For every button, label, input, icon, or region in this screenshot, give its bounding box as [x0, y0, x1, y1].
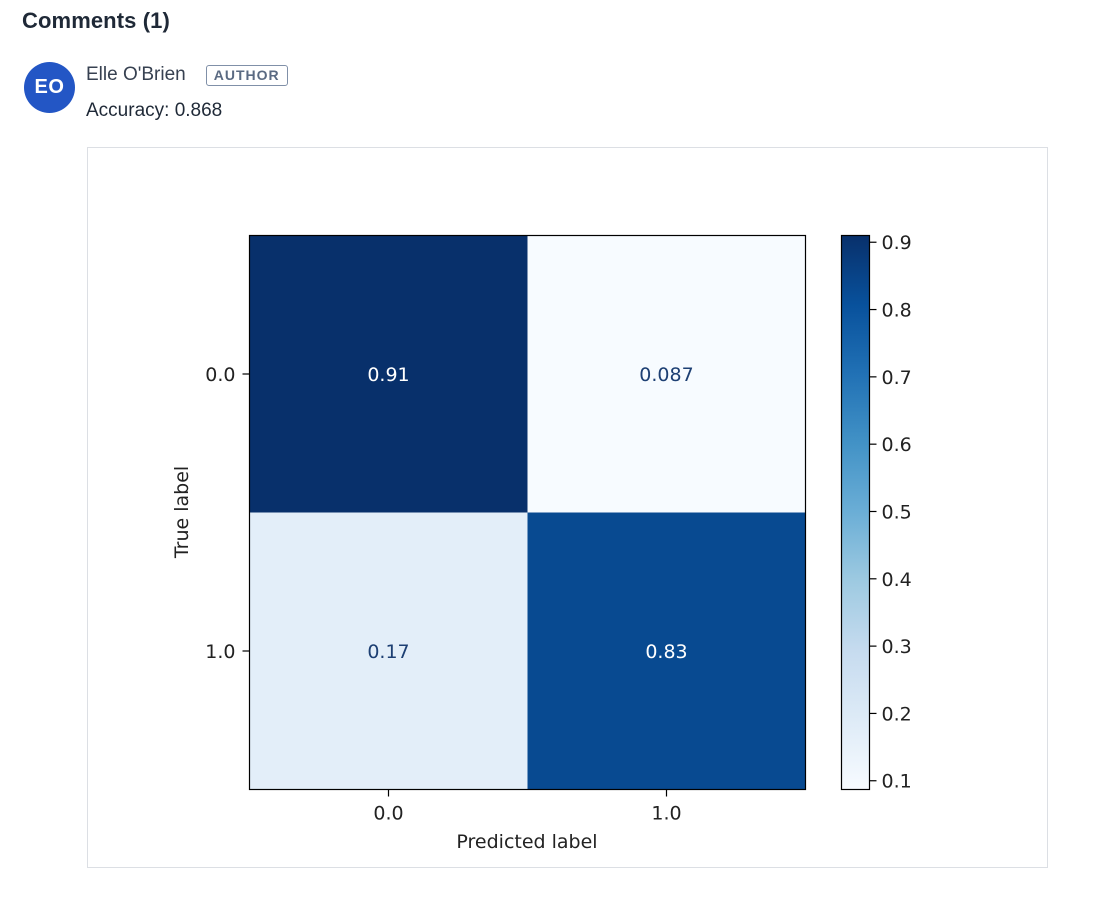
y-tick-label: 0.0 [205, 364, 235, 386]
colorbar [840, 234, 871, 791]
comments-heading: Comments (1) [22, 8, 170, 33]
colorbar-tick-label: 0.1 [882, 771, 912, 793]
colorbar-tick-label: 0.3 [882, 636, 912, 658]
confusion-matrix-chart: 0.91 0.087 0.17 0.83 0.0 1.0 0.0 1.0 Predicted… [171, 232, 912, 853]
colorbar-tick-label: 0.6 [882, 434, 912, 456]
cell-value-label: 0.087 [639, 364, 693, 386]
heatmap-ticks: 0.0 1.0 0.0 1.0 [205, 364, 681, 825]
author-badge: AUTHOR [205, 64, 288, 86]
cell-value-label: 0.83 [645, 641, 687, 663]
comment-body-text: Accuracy: 0.868 [86, 100, 223, 121]
x-tick-label: 0.0 [373, 803, 403, 825]
colorbar-tick-label: 0.2 [882, 703, 912, 725]
colorbar-tick-label: 0.8 [882, 300, 912, 322]
heatmap-cell [249, 235, 528, 513]
y-axis-label: True label [171, 466, 193, 559]
colorbar-tick-label: 0.5 [882, 501, 912, 523]
x-axis-label: Predicted label [456, 831, 597, 853]
heatmap-cells: 0.91 0.087 0.17 0.83 [249, 235, 806, 790]
heatmap-cell [527, 235, 806, 513]
colorbar-ticks: 0.9 0.8 0.7 0.6 0.5 0.4 0.3 0.2 0.1 [869, 232, 912, 793]
comment-header: Elle O'Brien AUTHOR [86, 62, 288, 88]
author-name[interactable]: Elle O'Brien [86, 64, 186, 85]
heatmap-cell [527, 512, 806, 790]
avatar[interactable]: EO [24, 62, 75, 113]
cell-value-label: 0.91 [367, 364, 409, 386]
y-tick-label: 1.0 [205, 641, 235, 663]
cell-value-label: 0.17 [367, 641, 409, 663]
colorbar-tick-label: 0.4 [882, 569, 912, 591]
confusion-matrix-image: 0.91 0.087 0.17 0.83 0.0 1.0 0.0 1.0 Predicted… [87, 147, 1048, 868]
x-tick-label: 1.0 [651, 803, 681, 825]
heatmap-frame [248, 234, 807, 791]
heatmap-cell [249, 512, 528, 790]
colorbar-tick-label: 0.7 [882, 367, 912, 389]
colorbar-tick-label: 0.9 [882, 232, 912, 254]
